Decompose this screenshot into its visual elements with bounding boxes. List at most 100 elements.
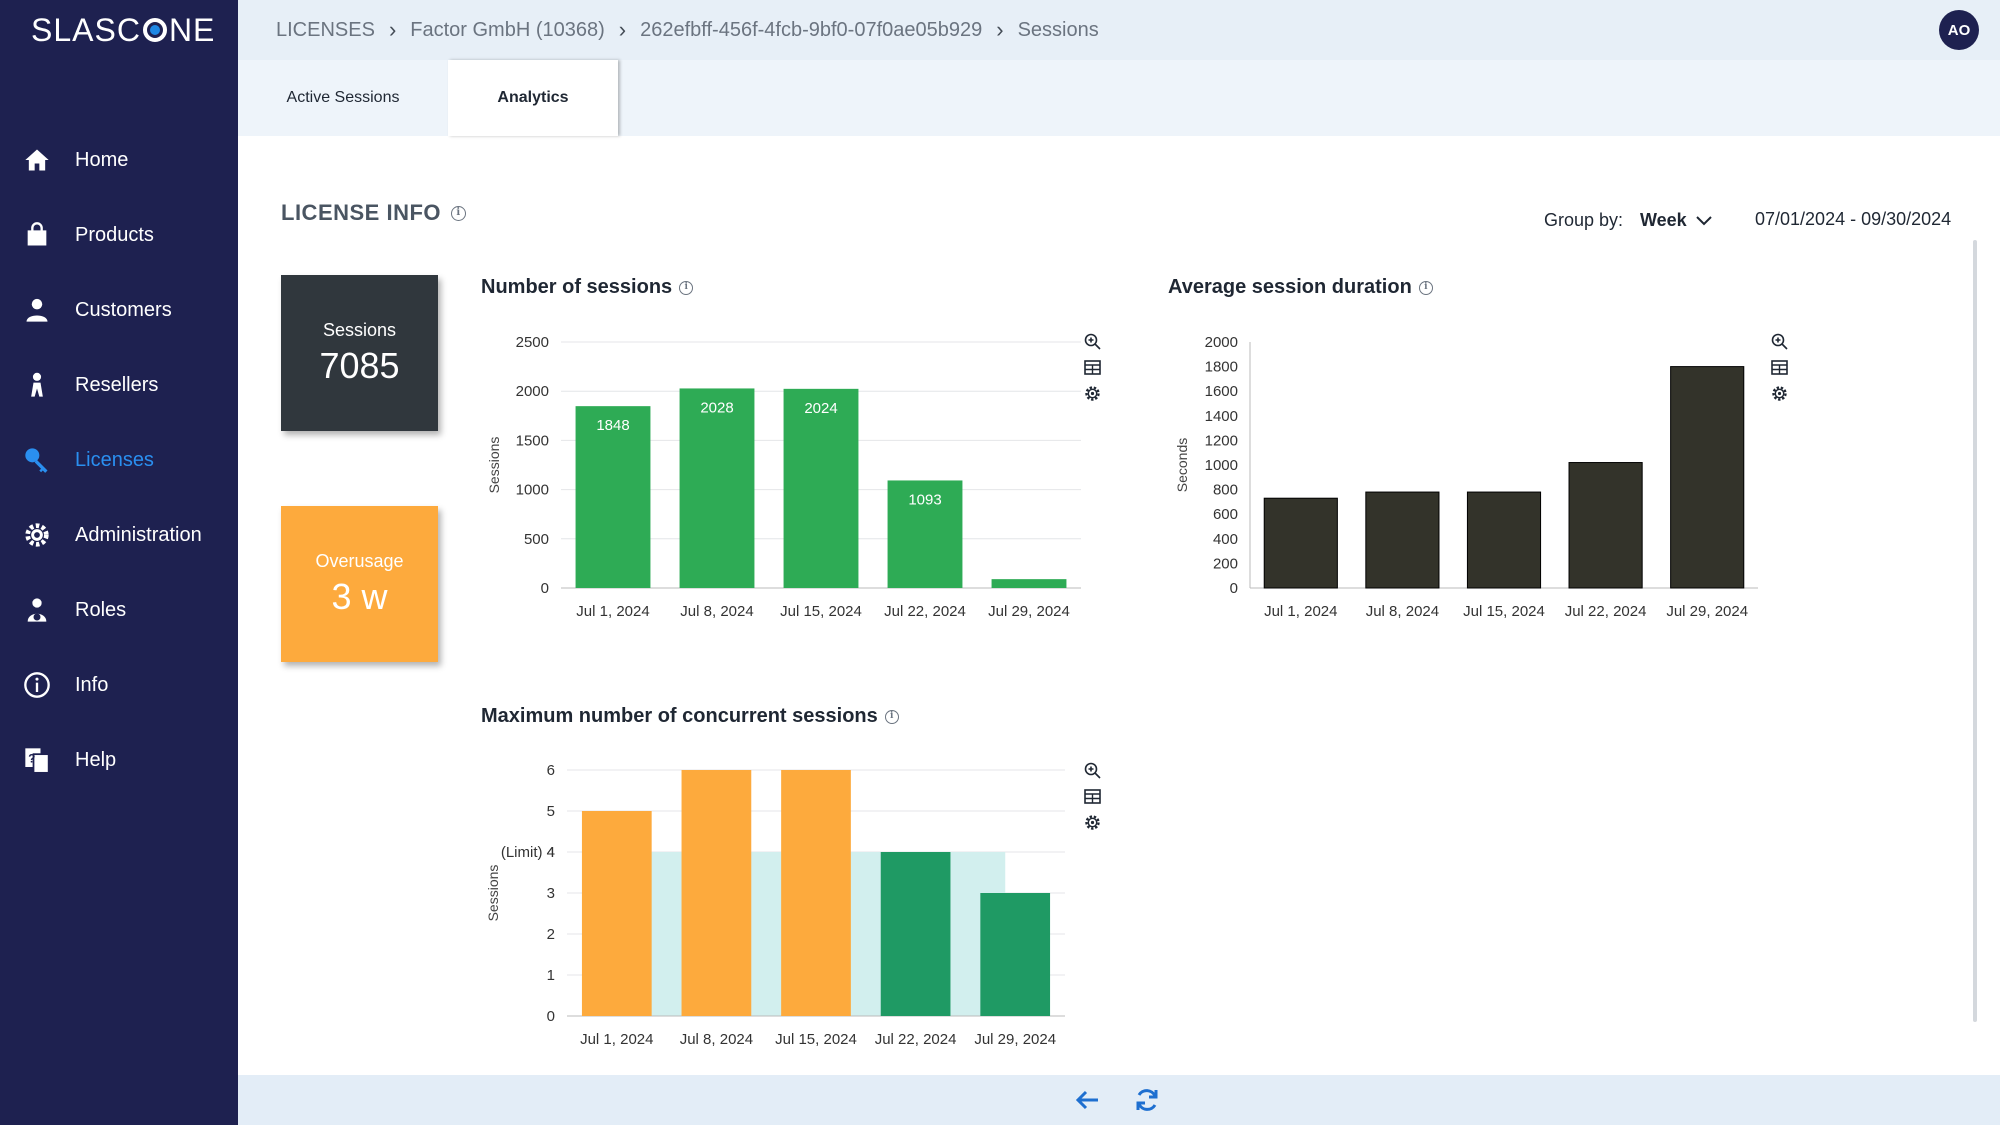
user-avatar[interactable]: AO — [1939, 10, 1979, 50]
refresh-icon[interactable] — [1132, 1085, 1162, 1115]
sidebar: SLASC NE Home Products Customers Reseller… — [0, 0, 238, 1125]
x-tick-label: Jul 8, 2024 — [680, 603, 753, 620]
y-tick-label: 1000 — [1205, 457, 1238, 474]
customer-icon — [22, 295, 52, 325]
info-icon[interactable]: i — [679, 280, 694, 295]
chart-title-text: Number of sessions — [481, 276, 673, 298]
concurrent-chart-title: Maximum number of concurrent sessions i — [481, 705, 899, 728]
duration-chart: 0 200 400 600 800 1000 1200 1400 1600 1800 2000 Jul… — [1174, 334, 1758, 620]
y-tick-label: 0 — [547, 1008, 555, 1025]
content-scrollbar[interactable] — [1973, 240, 1977, 1022]
y-tick-label: 1200 — [1205, 432, 1238, 449]
zoom-in-icon[interactable] — [1769, 332, 1789, 350]
y-tick-label: 4 — [547, 844, 555, 861]
x-tick-label: Jul 1, 2024 — [580, 1031, 653, 1048]
breadcrumb-licenses[interactable]: LICENSES — [276, 18, 375, 41]
x-tick-label: Jul 22, 2024 — [1565, 603, 1647, 620]
group-by-label: Group by: — [1544, 210, 1624, 230]
limit-label: (Limit) 4 — [501, 844, 555, 861]
home-icon — [22, 145, 52, 175]
x-tick-label: Jul 15, 2024 — [780, 603, 862, 620]
y-tick-label: 800 — [1213, 482, 1238, 499]
duration-chart-tools — [1769, 332, 1789, 402]
y-tick-label: 1600 — [1205, 383, 1238, 400]
tab-analytics[interactable]: Analytics — [448, 60, 618, 136]
breadcrumb-license-id[interactable]: 262efbff-456f-4fcb-9bf0-07f0ae05b929 — [640, 18, 983, 41]
bar — [991, 579, 1067, 588]
sessions-chart: 0 500 1000 1500 2000 2500 1848 Jul 1, 2024 2028 J… — [486, 334, 1081, 620]
x-tick-label: Jul 22, 2024 — [875, 1031, 957, 1048]
x-tick-label: Jul 1, 2024 — [1264, 603, 1337, 620]
gear-icon — [22, 520, 52, 550]
bar — [1365, 491, 1440, 589]
y-tick-label: 0 — [1230, 580, 1238, 597]
sidebar-item-help[interactable]: ? Help — [0, 735, 238, 785]
x-tick-label: Jul 22, 2024 — [884, 603, 966, 620]
x-tick-label: Jul 8, 2024 — [680, 1031, 753, 1048]
y-tick-label: 2000 — [516, 383, 549, 400]
x-tick-label: Jul 1, 2024 — [576, 603, 649, 620]
breadcrumb-customer[interactable]: Factor GmbH (10368) — [410, 18, 605, 41]
bar — [783, 388, 859, 588]
info-icon[interactable]: i — [1418, 280, 1433, 295]
y-tick-label: 1800 — [1205, 359, 1238, 376]
info-icon — [22, 670, 52, 700]
zoom-in-icon[interactable] — [1082, 332, 1102, 350]
bar — [679, 388, 755, 588]
sidebar-item-label: Home — [75, 148, 129, 171]
y-tick-label: 5 — [547, 803, 555, 820]
overusage-kpi-value: 3 w — [331, 575, 388, 617]
chevron-right-icon: › — [996, 17, 1004, 42]
sidebar-item-label: Administration — [75, 523, 202, 546]
bar — [980, 893, 1051, 1016]
sessions-chart-tools — [1082, 332, 1102, 402]
key-icon — [22, 445, 52, 475]
zoom-in-icon[interactable] — [1082, 761, 1102, 779]
breadcrumb-sessions: Sessions — [1017, 18, 1099, 41]
tab-bar: Active Sessions Analytics — [238, 60, 2000, 136]
slascone-logo[interactable]: SLASC NE — [31, 10, 215, 50]
table-icon[interactable] — [1082, 358, 1102, 376]
chart-title-text: Average session duration — [1168, 276, 1412, 298]
y-tick-label: 200 — [1213, 555, 1238, 572]
info-icon[interactable]: i — [451, 205, 467, 221]
concurrent-chart: 0 1 2 3 4 5 6 (Limit) 4 Jul 1, 2024 Jul 8, 2024 Ju… — [485, 762, 1065, 1048]
bar-data-label: 1093 — [908, 491, 941, 508]
bar-data-label: 1848 — [596, 417, 629, 434]
sidebar-item-home[interactable]: Home — [0, 135, 238, 185]
sidebar-item-label: Products — [75, 223, 154, 246]
y-tick-label: 500 — [524, 531, 549, 548]
sessions-kpi-card: Sessions 7085 — [281, 275, 438, 431]
roles-icon — [22, 595, 52, 625]
sidebar-item-label: Licenses — [75, 448, 154, 471]
date-range-picker[interactable]: 07/01/2024 - 09/30/2024 — [1755, 209, 1952, 229]
sidebar-item-resellers[interactable]: Resellers — [0, 360, 238, 410]
sidebar-item-administration[interactable]: Administration — [0, 510, 238, 560]
svg-text:?: ? — [28, 752, 35, 765]
bar — [880, 852, 951, 1016]
table-icon[interactable] — [1769, 358, 1789, 376]
shopping-bag-icon — [22, 220, 52, 250]
y-tick-label: 6 — [547, 762, 555, 779]
settings-icon[interactable] — [1082, 813, 1102, 831]
info-icon[interactable]: i — [884, 709, 899, 724]
concurrent-chart-tools — [1082, 761, 1102, 831]
group-by-value: Week — [1640, 210, 1687, 230]
back-arrow-icon[interactable] — [1072, 1085, 1102, 1115]
y-axis-label: Sessions — [486, 437, 502, 494]
sidebar-item-products[interactable]: Products — [0, 210, 238, 260]
y-tick-label: 2000 — [1205, 334, 1238, 351]
tab-active-sessions[interactable]: Active Sessions — [286, 89, 400, 106]
x-tick-label: Jul 15, 2024 — [1463, 603, 1545, 620]
sidebar-item-roles[interactable]: Roles — [0, 585, 238, 635]
sidebar-item-customers[interactable]: Customers — [0, 285, 238, 335]
sidebar-item-licenses[interactable]: Licenses — [0, 435, 238, 485]
y-tick-label: 1400 — [1205, 408, 1238, 425]
settings-icon[interactable] — [1082, 384, 1102, 402]
bar — [887, 480, 963, 588]
license-info-heading: LICENSE INFO i — [281, 200, 467, 226]
sidebar-item-info[interactable]: Info — [0, 660, 238, 710]
table-icon[interactable] — [1082, 787, 1102, 805]
settings-icon[interactable] — [1769, 384, 1789, 402]
group-by-select[interactable]: Week — [1640, 210, 1713, 231]
